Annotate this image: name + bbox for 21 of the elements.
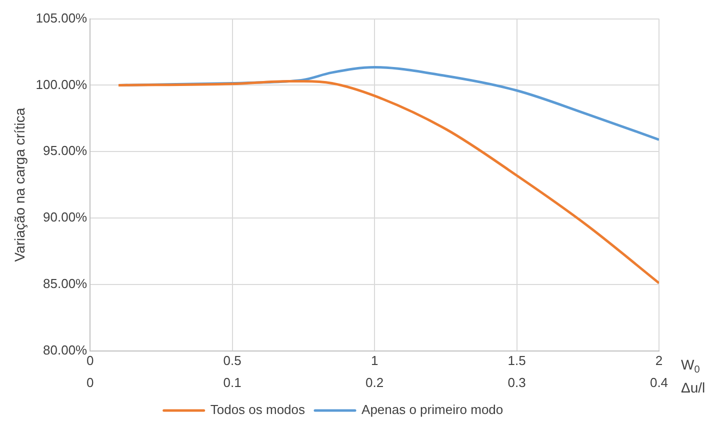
x2-tick-label: 0.2 [366, 374, 384, 390]
x-tick-label: 0.5 [223, 353, 242, 368]
y-tick-label: 85.00% [43, 276, 88, 291]
x2-tick-label: 0.1 [223, 374, 242, 390]
x2-axis-title: Δu/l [681, 379, 706, 396]
x-tick-label: 0 [86, 353, 94, 368]
x-tick-label: 1.5 [508, 353, 526, 368]
y-tick-label: 80.00% [43, 342, 88, 358]
legend-label: Apenas o primeiro modo [362, 402, 504, 418]
y-axis-title: Variação na carga crítica [11, 108, 28, 262]
x2-tick-label: 0.3 [508, 374, 526, 390]
y-tick-label: 90.00% [43, 210, 88, 225]
line-series [117, 80, 659, 284]
y-tick-label: 95.00% [43, 143, 88, 158]
legend-label: Todos os modos [210, 402, 306, 418]
x2-tick-label: 0 [86, 374, 94, 390]
x-tick-label: 1 [370, 353, 378, 368]
x2-tick-label: 0.4 [650, 374, 668, 390]
y-tick-label: 100.00% [36, 76, 88, 92]
y-tick-label: 105.00% [36, 10, 88, 26]
x-tick-label: 2 [655, 353, 663, 368]
